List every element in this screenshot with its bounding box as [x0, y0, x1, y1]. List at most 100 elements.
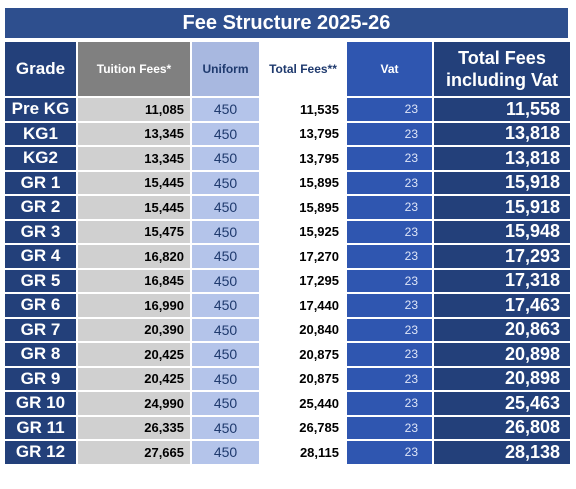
cell-tuition-fees: 26,335 — [76, 414, 192, 441]
cell-uniform: 450 — [190, 316, 261, 343]
cell-total-fees: 20,875 — [259, 365, 347, 392]
cell-tuition-fees: 20,425 — [76, 341, 192, 368]
cell-uniform: 450 — [190, 439, 261, 466]
table-row: GR 6 16,990 450 17,440 23 17,463 — [3, 292, 572, 319]
cell-total-fees: 17,270 — [259, 243, 347, 270]
table-row: GR 7 20,390 450 20,840 23 20,863 — [3, 316, 572, 343]
header-row: Grade Tuition Fees* Uniform Total Fees**… — [3, 40, 572, 98]
cell-total-fees-including-vat: 15,948 — [432, 218, 572, 245]
cell-vat: 23 — [345, 169, 434, 196]
cell-vat: 23 — [345, 439, 434, 466]
cell-total-fees-including-vat: 17,463 — [432, 292, 572, 319]
fee-table: Grade Tuition Fees* Uniform Total Fees**… — [3, 40, 572, 466]
table-row: GR 5 16,845 450 17,295 23 17,318 — [3, 267, 572, 294]
cell-total-fees-including-vat: 13,818 — [432, 120, 572, 147]
cell-uniform: 450 — [190, 414, 261, 441]
cell-vat: 23 — [345, 96, 434, 123]
header-uniform: Uniform — [190, 40, 261, 98]
cell-total-fees-including-vat: 11,558 — [432, 96, 572, 123]
cell-total-fees-including-vat: 17,293 — [432, 243, 572, 270]
cell-uniform: 450 — [190, 292, 261, 319]
header-total-fees: Total Fees** — [259, 40, 347, 98]
cell-total-fees: 17,440 — [259, 292, 347, 319]
table-row: GR 12 27,665 450 28,115 23 28,138 — [3, 439, 572, 466]
table-row: GR 1 15,445 450 15,895 23 15,918 — [3, 169, 572, 196]
cell-tuition-fees: 27,665 — [76, 439, 192, 466]
cell-vat: 23 — [345, 414, 434, 441]
cell-uniform: 450 — [190, 96, 261, 123]
fee-structure-table-container: Fee Structure 2025-26 Grade Tuition Fees… — [3, 6, 572, 466]
cell-uniform: 450 — [190, 218, 261, 245]
cell-uniform: 450 — [190, 243, 261, 270]
table-row: GR 11 26,335 450 26,785 23 26,808 — [3, 414, 572, 441]
cell-uniform: 450 — [190, 120, 261, 147]
cell-total-fees-including-vat: 25,463 — [432, 390, 572, 417]
cell-grade: GR 7 — [3, 316, 78, 343]
cell-grade: GR 2 — [3, 194, 78, 221]
cell-total-fees-including-vat: 20,898 — [432, 365, 572, 392]
cell-uniform: 450 — [190, 145, 261, 172]
cell-tuition-fees: 15,445 — [76, 194, 192, 221]
cell-grade: GR 11 — [3, 414, 78, 441]
header-tuition-fees: Tuition Fees* — [76, 40, 192, 98]
cell-vat: 23 — [345, 341, 434, 368]
cell-vat: 23 — [345, 120, 434, 147]
cell-tuition-fees: 20,425 — [76, 365, 192, 392]
cell-total-fees: 15,895 — [259, 194, 347, 221]
cell-total-fees-including-vat: 20,898 — [432, 341, 572, 368]
cell-grade: GR 6 — [3, 292, 78, 319]
cell-uniform: 450 — [190, 169, 261, 196]
cell-total-fees-including-vat: 26,808 — [432, 414, 572, 441]
table-row: GR 3 15,475 450 15,925 23 15,948 — [3, 218, 572, 245]
cell-vat: 23 — [345, 145, 434, 172]
cell-total-fees-including-vat: 13,818 — [432, 145, 572, 172]
cell-tuition-fees: 11,085 — [76, 96, 192, 123]
cell-total-fees: 11,535 — [259, 96, 347, 123]
cell-total-fees: 20,840 — [259, 316, 347, 343]
cell-total-fees-including-vat: 20,863 — [432, 316, 572, 343]
cell-total-fees: 25,440 — [259, 390, 347, 417]
cell-tuition-fees: 13,345 — [76, 120, 192, 147]
cell-vat: 23 — [345, 267, 434, 294]
cell-total-fees-including-vat: 17,318 — [432, 267, 572, 294]
table-row: KG2 13,345 450 13,795 23 13,818 — [3, 145, 572, 172]
cell-total-fees: 26,785 — [259, 414, 347, 441]
header-grade: Grade — [3, 40, 78, 98]
cell-vat: 23 — [345, 292, 434, 319]
table-row: Pre KG 11,085 450 11,535 23 11,558 — [3, 96, 572, 123]
cell-tuition-fees: 15,445 — [76, 169, 192, 196]
cell-grade: GR 8 — [3, 341, 78, 368]
table-row: GR 4 16,820 450 17,270 23 17,293 — [3, 243, 572, 270]
cell-uniform: 450 — [190, 341, 261, 368]
cell-total-fees-including-vat: 28,138 — [432, 439, 572, 466]
cell-tuition-fees: 13,345 — [76, 145, 192, 172]
cell-total-fees: 20,875 — [259, 341, 347, 368]
cell-total-fees-including-vat: 15,918 — [432, 169, 572, 196]
cell-grade: GR 12 — [3, 439, 78, 466]
table-title: Fee Structure 2025-26 — [3, 6, 570, 40]
cell-grade: GR 10 — [3, 390, 78, 417]
cell-tuition-fees: 24,990 — [76, 390, 192, 417]
cell-uniform: 450 — [190, 390, 261, 417]
cell-total-fees: 15,925 — [259, 218, 347, 245]
cell-total-fees: 13,795 — [259, 120, 347, 147]
table-row: KG1 13,345 450 13,795 23 13,818 — [3, 120, 572, 147]
cell-vat: 23 — [345, 365, 434, 392]
cell-grade: KG1 — [3, 120, 78, 147]
cell-vat: 23 — [345, 218, 434, 245]
cell-vat: 23 — [345, 194, 434, 221]
cell-tuition-fees: 16,845 — [76, 267, 192, 294]
cell-tuition-fees: 16,990 — [76, 292, 192, 319]
table-row: GR 2 15,445 450 15,895 23 15,918 — [3, 194, 572, 221]
cell-tuition-fees: 15,475 — [76, 218, 192, 245]
cell-grade: GR 1 — [3, 169, 78, 196]
table-row: GR 9 20,425 450 20,875 23 20,898 — [3, 365, 572, 392]
cell-total-fees: 28,115 — [259, 439, 347, 466]
cell-total-fees: 17,295 — [259, 267, 347, 294]
cell-tuition-fees: 20,390 — [76, 316, 192, 343]
cell-vat: 23 — [345, 243, 434, 270]
table-row: GR 8 20,425 450 20,875 23 20,898 — [3, 341, 572, 368]
table-row: GR 10 24,990 450 25,440 23 25,463 — [3, 390, 572, 417]
cell-tuition-fees: 16,820 — [76, 243, 192, 270]
cell-total-fees: 13,795 — [259, 145, 347, 172]
